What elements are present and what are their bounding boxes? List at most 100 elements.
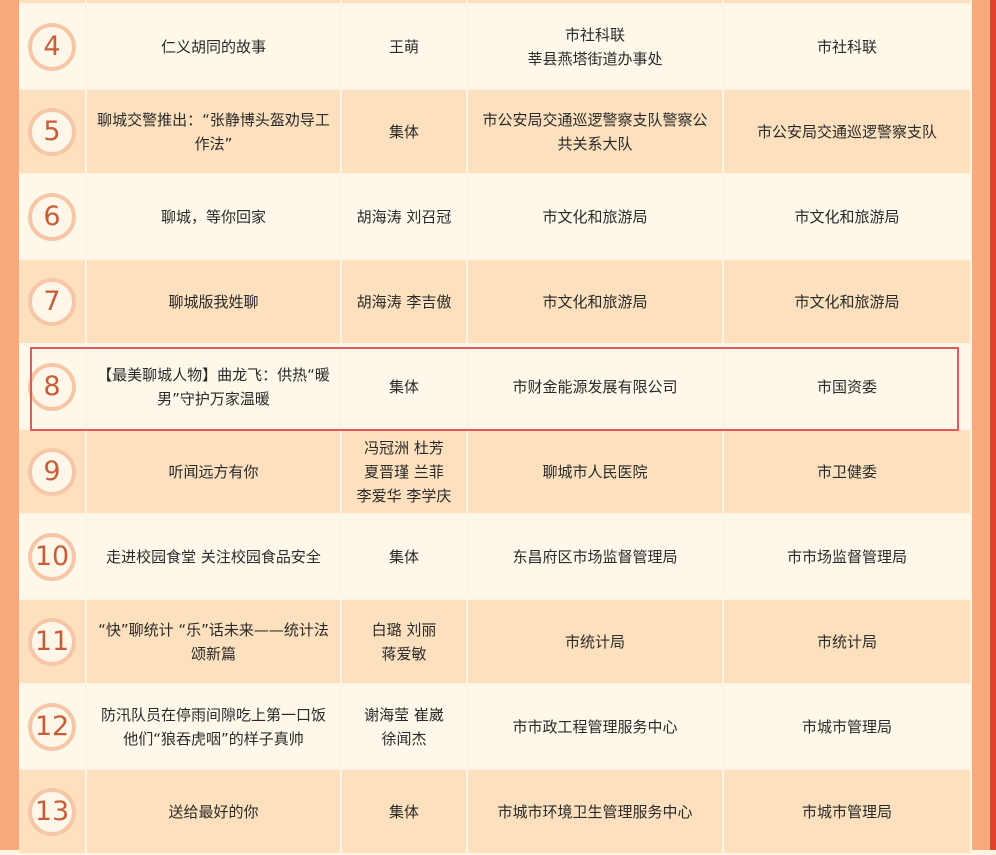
- author-cell: 集体: [342, 345, 466, 428]
- frame-left: [0, 0, 19, 850]
- row-number-badge: 13: [28, 787, 76, 836]
- title-cell: 听闻远方有你: [87, 430, 340, 513]
- unit-cell-text: 市文化和旅游局: [542, 207, 648, 226]
- unit-cell: 市市政工程管理服务中心: [468, 685, 722, 768]
- author-cell-text: 集体: [388, 122, 419, 141]
- table-row: 11 “快”聊统计 “乐”话未来——统计法颂新篇 白璐 刘丽 蒋爱敏 市统计局 市统计局: [19, 600, 972, 683]
- recommender-cell-text: 市国资委: [816, 377, 877, 396]
- title-cell: 【最美聊城人物】曲龙飞：供热“暖男”守护万家温暖: [87, 345, 340, 428]
- title-cell: 聊城交警推出：“张静博头盔劝导工作法”: [87, 90, 340, 173]
- row-number-badge: 7: [28, 277, 76, 326]
- frame-red-edge: [990, 0, 996, 850]
- number-cell: 13: [19, 770, 85, 853]
- table-row: 8 【最美聊城人物】曲龙飞：供热“暖男”守护万家温暖 集体 市财金能源发展有限公司 市国…: [19, 345, 972, 428]
- table-row: 12 防汛队员在停雨间隙吃上第一口饭 他们“狼吞虎咽”的样子真帅 谢海莹 崔崴 徐闻…: [19, 685, 972, 768]
- number-cell: 3: [19, 0, 85, 3]
- frame-right: [972, 0, 990, 850]
- recommender-cell: 市文化和旅游局: [724, 175, 970, 258]
- number-cell: 4: [19, 5, 85, 88]
- recommender-cell-text: 市卫健委: [816, 462, 877, 481]
- table-row: 5 聊城交警推出：“张静博头盔劝导工作法” 集体 市公安局交通巡逻警察支队警察公共关系…: [19, 90, 972, 173]
- author-cell-text: 集体: [388, 547, 419, 566]
- author-cell: 集体: [342, 515, 466, 598]
- number-cell: 6: [19, 175, 85, 258]
- unit-cell-text: 聊城市人民医院: [542, 462, 648, 481]
- unit-cell: 市社科联 莘县燕塔街道办事处: [468, 5, 722, 88]
- author-cell-text: 冯冠洲 杜芳 夏晋瑾 兰菲 李爱华 李学庆: [356, 438, 452, 505]
- unit-cell: 市公安局交通巡逻警察支队警察公共关系大队: [468, 90, 722, 173]
- recommender-cell: 市社科联: [724, 5, 970, 88]
- unit-cell-text: 市统计局: [564, 632, 625, 651]
- recommender-cell-text: 市文化和旅游局: [794, 207, 900, 226]
- table-row: 3: [19, 0, 972, 3]
- unit-cell: [468, 0, 722, 3]
- author-cell-text: 谢海莹 崔崴 徐闻杰: [364, 705, 444, 748]
- recommender-cell: 市城市管理局: [724, 685, 970, 768]
- title-cell-text: “快”聊统计 “乐”话未来——统计法颂新篇: [98, 620, 329, 663]
- title-cell: 防汛队员在停雨间隙吃上第一口饭 他们“狼吞虎咽”的样子真帅: [87, 685, 340, 768]
- number-cell: 10: [19, 515, 85, 598]
- recommender-cell: 市公安局交通巡逻警察支队: [724, 90, 970, 173]
- author-cell-text: 胡海涛 李吉傲: [356, 292, 452, 311]
- unit-cell: 聊城市人民医院: [468, 430, 722, 513]
- recommender-cell-text: 市城市管理局: [801, 802, 892, 821]
- recommender-cell-text: 市文化和旅游局: [794, 292, 900, 311]
- table-row: 7 聊城版我姓聊 胡海涛 李吉傲 市文化和旅游局 市文化和旅游局: [19, 260, 972, 343]
- unit-cell: 东昌府区市场监督管理局: [468, 515, 722, 598]
- author-cell: 白璐 刘丽 蒋爱敏: [342, 600, 466, 683]
- author-cell: 集体: [342, 770, 466, 853]
- title-cell-text: 走进校园食堂 关注校园食品安全: [106, 547, 321, 566]
- unit-cell-text: 市市政工程管理服务中心: [512, 717, 678, 736]
- recommender-cell: [724, 0, 970, 3]
- author-cell-text: 胡海涛 刘召冠: [356, 207, 452, 226]
- title-cell: 仁义胡同的故事: [87, 5, 340, 88]
- recommender-cell: 市文化和旅游局: [724, 260, 970, 343]
- title-cell-text: 仁义胡同的故事: [160, 37, 266, 56]
- unit-cell: 市文化和旅游局: [468, 260, 722, 343]
- row-number-badge: 10: [28, 532, 76, 581]
- recommender-cell: 市卫健委: [724, 430, 970, 513]
- recommender-cell-text: 市社科联: [816, 37, 877, 56]
- number-cell: 12: [19, 685, 85, 768]
- table-row: 9 听闻远方有你 冯冠洲 杜芳 夏晋瑾 兰菲 李爱华 李学庆 聊城市人民医院 市卫健委: [19, 430, 972, 513]
- table-row: 10 走进校园食堂 关注校园食品安全 集体 东昌府区市场监督管理局 市市场监督管理局: [19, 515, 972, 598]
- title-cell: 聊城版我姓聊: [87, 260, 340, 343]
- row-number-badge: 5: [28, 107, 76, 156]
- title-cell-text: 聊城版我姓聊: [168, 292, 259, 311]
- title-cell: 送给最好的你: [87, 770, 340, 853]
- title-cell-text: 聊城，等你回家: [160, 207, 266, 226]
- title-cell: “快”聊统计 “乐”话未来——统计法颂新篇: [87, 600, 340, 683]
- number-cell: 11: [19, 600, 85, 683]
- author-cell: 胡海涛 刘召冠: [342, 175, 466, 258]
- recommender-cell: 市统计局: [724, 600, 970, 683]
- title-cell: 聊城，等你回家: [87, 175, 340, 258]
- unit-cell-text: 市公安局交通巡逻警察支队警察公共关系大队: [482, 110, 708, 153]
- unit-cell: 市财金能源发展有限公司: [468, 345, 722, 428]
- unit-cell-text: 东昌府区市场监督管理局: [512, 547, 678, 566]
- unit-cell: 市统计局: [468, 600, 722, 683]
- author-cell: 王萌: [342, 5, 466, 88]
- row-number-badge: 11: [28, 617, 76, 666]
- recommender-cell: 市市场监督管理局: [724, 515, 970, 598]
- row-number-badge: 8: [28, 362, 76, 411]
- number-cell: 9: [19, 430, 85, 513]
- number-cell: 7: [19, 260, 85, 343]
- title-cell: 走进校园食堂 关注校园食品安全: [87, 515, 340, 598]
- author-cell: 冯冠洲 杜芳 夏晋瑾 兰菲 李爱华 李学庆: [342, 430, 466, 513]
- author-cell-text: 王萌: [388, 37, 419, 56]
- row-number-badge: 12: [28, 702, 76, 751]
- table-row: 6 聊城，等你回家 胡海涛 刘召冠 市文化和旅游局 市文化和旅游局: [19, 175, 972, 258]
- recommender-cell-text: 市公安局交通巡逻警察支队: [756, 122, 937, 141]
- title-cell-text: 防汛队员在停雨间隙吃上第一口饭 他们“狼吞虎咽”的样子真帅: [100, 705, 326, 748]
- number-cell: 5: [19, 90, 85, 173]
- row-number-badge: 6: [28, 192, 76, 241]
- title-cell-text: 聊城交警推出：“张静博头盔劝导工作法”: [97, 110, 330, 153]
- unit-cell: 市文化和旅游局: [468, 175, 722, 258]
- author-cell-text: 集体: [388, 377, 419, 396]
- title-cell-text: 送给最好的你: [168, 802, 259, 821]
- unit-cell: 市城市环境卫生管理服务中心: [468, 770, 722, 853]
- unit-cell-text: 市社科联 莘县燕塔街道办事处: [527, 25, 663, 68]
- author-cell: [342, 0, 466, 3]
- number-cell: 8: [19, 345, 85, 428]
- author-cell: 胡海涛 李吉傲: [342, 260, 466, 343]
